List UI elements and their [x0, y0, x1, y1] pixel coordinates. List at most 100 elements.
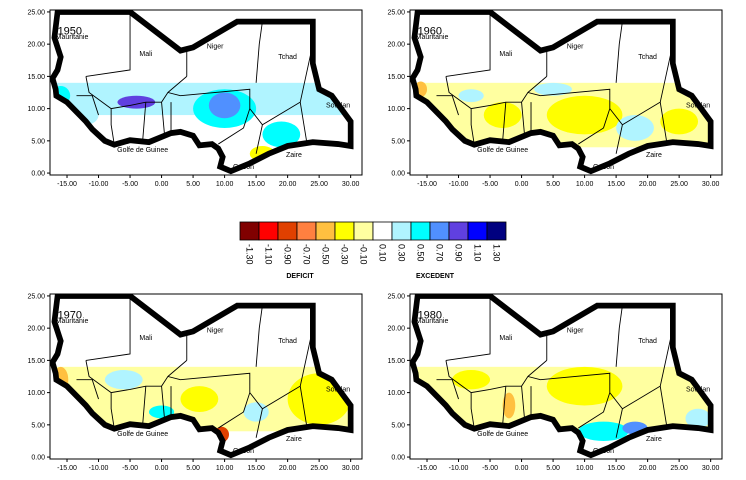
y-tick-label: 20.00 [387, 42, 405, 49]
country-label: Soudan [686, 386, 710, 393]
country-label: Tchad [638, 54, 657, 61]
y-tick-label: 15.00 [387, 358, 405, 365]
legend-excedent: EXCEDENT [416, 273, 455, 280]
country-label: Gabon [233, 448, 254, 455]
y-tick-label: 25.00 [387, 293, 405, 300]
legend-swatch [372, 221, 393, 241]
country-label: Zaire [286, 152, 302, 159]
x-tick-label: 20.00 [279, 465, 297, 472]
legend-swatch [467, 221, 488, 241]
x-tick-label: 30.00 [342, 465, 360, 472]
legend-label: -0.30 [340, 244, 350, 265]
legend-label: 0.70 [435, 244, 445, 262]
y-tick-label: 5.00 [31, 422, 45, 429]
legend-swatch [315, 221, 336, 241]
legend-swatch [277, 221, 298, 241]
map-panel: 0.00 5.00 10.00 15.00 20.00 25.00 -15.00 -10.00… [387, 9, 723, 188]
legend-swatch [334, 221, 355, 241]
x-tick-label: -10.00 [89, 465, 109, 472]
legend-swatch [296, 221, 317, 241]
y-tick-label: 20.00 [27, 42, 45, 49]
map-panel: 0.00 5.00 10.00 15.00 20.00 25.00 -15.00 -10.00… [27, 9, 363, 188]
legend-label: 0.90 [454, 244, 464, 262]
country-label: Niger [207, 44, 224, 51]
y-tick-label: 25.00 [27, 293, 45, 300]
x-tick-label: 5.00 [186, 465, 200, 472]
y-tick-label: 0.00 [31, 455, 45, 462]
legend-swatch [353, 221, 374, 241]
y-tick-label: 20.00 [387, 326, 405, 333]
legend-swatch [391, 221, 412, 241]
y-tick-label: 5.00 [391, 422, 405, 429]
year-label: 1960 [418, 25, 442, 37]
map-frame [409, 293, 723, 460]
x-tick-label: -15.00 [417, 465, 437, 472]
country-label: Golfe de Guinee [477, 147, 528, 154]
country-label: Zaire [286, 436, 302, 443]
y-tick-label: 0.00 [391, 455, 405, 462]
y-tick-label: 25.00 [27, 9, 45, 16]
legend-label: -0.50 [321, 244, 331, 265]
x-tick-label: 0.00 [515, 181, 529, 188]
x-tick-label: -10.00 [449, 465, 469, 472]
x-tick-label: -15.00 [417, 181, 437, 188]
country-label: Gabon [233, 164, 254, 171]
x-tick-label: 30.00 [342, 181, 360, 188]
x-tick-label: 5.00 [546, 465, 560, 472]
year-label: 1980 [418, 309, 442, 321]
country-label: Golfe de Guinee [117, 147, 168, 154]
y-tick-label: 5.00 [31, 138, 45, 145]
x-tick-label: 10.00 [576, 465, 594, 472]
legend-swatch [410, 221, 431, 241]
x-tick-label: 25.00 [670, 465, 688, 472]
legend-label: 1.10 [473, 244, 483, 262]
x-tick-label: -10.00 [89, 181, 109, 188]
country-label: Niger [567, 328, 584, 335]
country-label: Gabon [593, 448, 614, 455]
y-tick-label: 0.00 [31, 171, 45, 178]
legend-swatch [448, 221, 469, 241]
country-label: Mauritanie [56, 34, 89, 41]
x-tick-label: 15.00 [607, 181, 625, 188]
x-tick-label: 10.00 [576, 181, 594, 188]
country-label: Mauritanie [416, 34, 449, 41]
map-panel: 0.00 5.00 10.00 15.00 20.00 25.00 -15.00 -10.00… [387, 293, 723, 472]
x-tick-label: 25.00 [670, 181, 688, 188]
x-tick-label: -5.00 [482, 465, 498, 472]
x-tick-label: 30.00 [702, 465, 720, 472]
year-label: 1950 [58, 25, 82, 37]
legend-swatch [258, 221, 279, 241]
legend-label: -0.10 [359, 244, 369, 265]
country-label: Soudan [686, 102, 710, 109]
country-label: Golfe de Guinee [477, 431, 528, 438]
y-tick-label: 10.00 [387, 106, 405, 113]
country-label: Niger [567, 44, 584, 51]
anomaly-fill [51, 83, 350, 162]
legend-swatch [239, 221, 260, 241]
x-tick-label: 0.00 [515, 465, 529, 472]
country-label: Mali [499, 51, 512, 58]
legend-label: 1.30 [492, 244, 502, 262]
legend-swatch [486, 221, 507, 241]
legend-swatch [429, 221, 450, 241]
year-label: 1970 [58, 309, 82, 321]
legend-label: -0.70 [302, 244, 312, 265]
x-tick-label: -5.00 [482, 181, 498, 188]
country-label: Mauritanie [56, 318, 89, 325]
legend-label: -0.90 [283, 244, 293, 265]
country-label: Tchad [278, 54, 297, 61]
x-tick-label: 5.00 [546, 181, 560, 188]
country-label: Mali [139, 51, 152, 58]
y-tick-label: 15.00 [27, 74, 45, 81]
y-tick-label: 15.00 [387, 74, 405, 81]
legend-label: 0.30 [397, 244, 407, 262]
map-frame [409, 9, 723, 176]
map-panel: 0.00 5.00 10.00 15.00 20.00 25.00 -15.00 -10.00… [27, 293, 363, 472]
x-tick-label: 0.00 [155, 465, 169, 472]
country-label: Mali [499, 335, 512, 342]
x-tick-label: 20.00 [639, 181, 657, 188]
country-label: Zaire [646, 152, 662, 159]
x-tick-label: -10.00 [449, 181, 469, 188]
